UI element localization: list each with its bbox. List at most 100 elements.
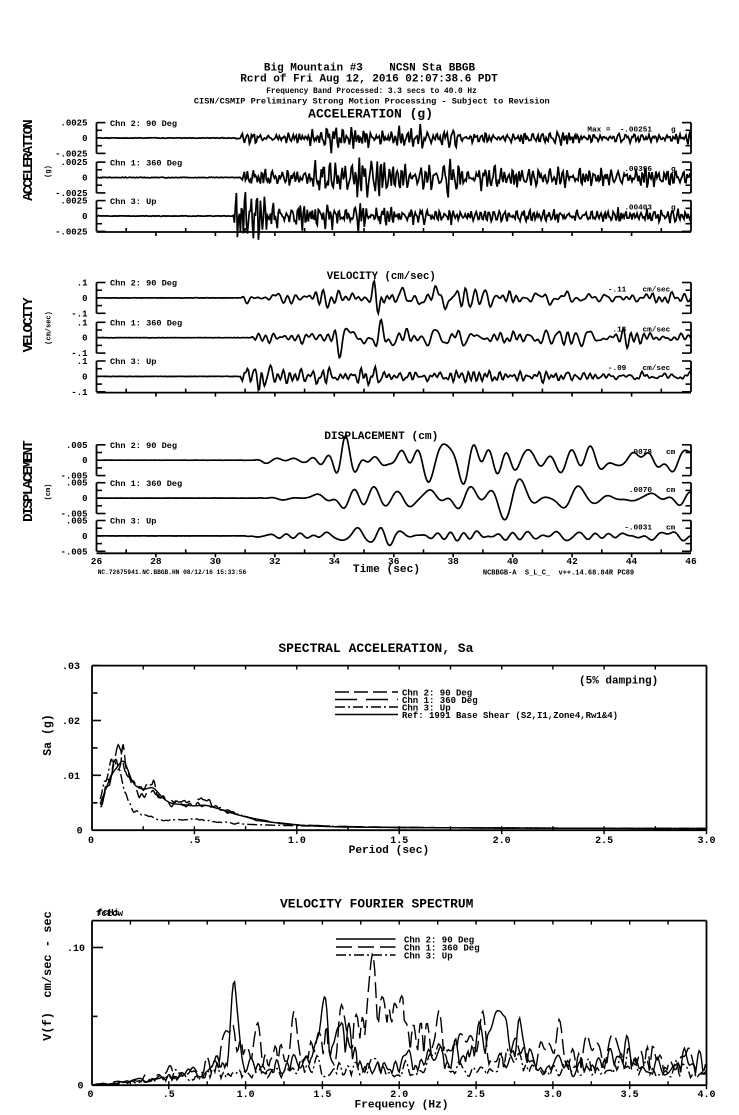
- svg-text:SPECTRAL ACCELERATION, Sa: SPECTRAL ACCELERATION, Sa: [278, 641, 473, 656]
- svg-text:-.005: -.005: [60, 472, 87, 482]
- svg-text:-.0025: -.0025: [55, 189, 87, 199]
- svg-text:fcHi: fcHi: [98, 908, 120, 918]
- svg-text:Chn 3: Up: Chn 3: Up: [110, 517, 156, 527]
- svg-text:(g): (g): [45, 165, 53, 178]
- svg-text:NCBBGB-A S_L_C_ v++.14.68.84: NCBBGB-A S_L_C_ v++.14.68.84R PC89: [483, 570, 634, 578]
- svg-text:26: 26: [91, 556, 103, 567]
- svg-text:0: 0: [77, 1082, 83, 1093]
- svg-text:Chn 1: 360 Deg: Chn 1: 360 Deg: [110, 158, 182, 168]
- svg-text:-.0031: -.0031: [624, 525, 652, 533]
- svg-text:Chn 1: 360 Deg: Chn 1: 360 Deg: [404, 944, 480, 954]
- svg-text:.0025: .0025: [60, 197, 87, 207]
- svg-text:Sa (g): Sa (g): [42, 714, 55, 755]
- svg-text:1.5: 1.5: [390, 836, 408, 847]
- svg-text:-.005: -.005: [60, 510, 87, 520]
- svg-text:g: g: [671, 127, 676, 135]
- svg-text:.03: .03: [62, 662, 80, 673]
- svg-text:Time (sec): Time (sec): [353, 564, 420, 576]
- svg-text:1.0: 1.0: [237, 1090, 255, 1101]
- svg-text:-.11: -.11: [608, 287, 627, 295]
- svg-text:ACCELERATION: ACCELERATION: [21, 120, 37, 201]
- svg-text:-.005: -.005: [60, 547, 87, 557]
- svg-text:Max = -.00251: Max = -.00251: [587, 127, 652, 135]
- svg-text:38: 38: [447, 556, 459, 567]
- svg-text:.5: .5: [188, 836, 200, 847]
- svg-text:VELOCITY FOURIER SPECTRUM: VELOCITY FOURIER SPECTRUM: [280, 897, 474, 912]
- svg-text:Chn 2: 90 Deg: Chn 2: 90 Deg: [402, 689, 472, 699]
- svg-text:30: 30: [210, 556, 222, 567]
- svg-text:2.5: 2.5: [595, 836, 613, 847]
- svg-text:(cm): (cm): [45, 484, 53, 501]
- svg-text:cm: cm: [666, 525, 676, 533]
- svg-text:1.5: 1.5: [313, 1090, 331, 1101]
- svg-text:46: 46: [685, 556, 697, 567]
- svg-text:42: 42: [566, 556, 578, 567]
- svg-text:.00403: .00403: [624, 205, 652, 213]
- svg-text:.005: .005: [66, 441, 88, 451]
- svg-text:.005: .005: [66, 479, 88, 489]
- svg-text:Chn 3: Up: Chn 3: Up: [110, 197, 156, 207]
- svg-text:.10: .10: [67, 944, 85, 955]
- svg-text:0: 0: [88, 836, 94, 847]
- svg-text:0: 0: [82, 294, 87, 304]
- svg-text:NC.72675941.NC.BBGB.HN 08/12/1: NC.72675941.NC.BBGB.HN 08/12/16 15:33:56: [98, 569, 247, 576]
- svg-text:g: g: [671, 166, 676, 174]
- svg-text:0: 0: [82, 372, 87, 382]
- svg-text:Chn 1: 360 Deg: Chn 1: 360 Deg: [402, 696, 478, 706]
- svg-text:cm/sec: cm/sec: [643, 365, 671, 373]
- svg-text:.0025: .0025: [60, 158, 87, 168]
- svg-text:0: 0: [82, 134, 87, 144]
- svg-text:0: 0: [82, 456, 87, 466]
- svg-text:cm: cm: [666, 487, 676, 495]
- svg-text:-.0025: -.0025: [55, 227, 87, 237]
- svg-text:2.0: 2.0: [390, 1090, 408, 1101]
- svg-text:34: 34: [329, 556, 341, 567]
- svg-text:Chn 3: Up: Chn 3: Up: [110, 357, 156, 367]
- svg-text:Chn 2: 90 Deg: Chn 2: 90 Deg: [404, 936, 474, 946]
- svg-text:0: 0: [77, 827, 83, 838]
- svg-text:44: 44: [626, 556, 638, 567]
- svg-text:.1: .1: [77, 357, 88, 367]
- svg-text:ACCELERATION (g): ACCELERATION (g): [308, 107, 433, 122]
- svg-text:-.1: -.1: [71, 309, 88, 319]
- svg-text:0: 0: [82, 532, 87, 542]
- svg-text:Chn 3: Up: Chn 3: Up: [404, 952, 453, 962]
- svg-text:3.5: 3.5: [621, 1090, 639, 1101]
- svg-text:Chn 1: 360 Deg: Chn 1: 360 Deg: [110, 479, 182, 489]
- svg-text:(5% damping): (5% damping): [579, 676, 658, 688]
- svg-text:28: 28: [150, 556, 162, 567]
- svg-text:g: g: [671, 205, 676, 213]
- svg-text:0: 0: [82, 334, 87, 344]
- svg-text:-.1: -.1: [71, 388, 88, 398]
- svg-text:40: 40: [507, 556, 519, 567]
- svg-text:Chn 2: 90 Deg: Chn 2: 90 Deg: [110, 119, 177, 129]
- svg-text:.00396: .00396: [624, 166, 652, 174]
- svg-text:cm/sec: cm/sec: [643, 326, 671, 334]
- svg-text:0: 0: [82, 494, 87, 504]
- svg-text:-.09: -.09: [608, 365, 627, 373]
- svg-text:-.0025: -.0025: [55, 149, 87, 159]
- svg-text:1.0: 1.0: [288, 836, 306, 847]
- svg-text:Ref: 1991 Base Shear (S2,I1,Zo: Ref: 1991 Base Shear (S2,I1,Zone4,Rw1&4): [402, 711, 618, 721]
- svg-text:DISPLACEMENT (cm): DISPLACEMENT (cm): [324, 431, 438, 443]
- svg-text:Frequency Band Processed: 3.3: Frequency Band Processed: 3.3 secs to 40…: [266, 88, 477, 96]
- svg-text:.13: .13: [612, 326, 626, 334]
- svg-text:Big Mountain #3 NCSN Sta BB: Big Mountain #3 NCSN Sta BBGB: [264, 63, 476, 75]
- svg-text:.02: .02: [62, 717, 80, 728]
- svg-text:fcLow: fcLow: [96, 909, 124, 919]
- svg-text:2.5: 2.5: [467, 1090, 485, 1101]
- svg-text:0: 0: [87, 1090, 93, 1101]
- svg-text:.01: .01: [62, 772, 80, 783]
- svg-text:Period (sec): Period (sec): [349, 845, 430, 857]
- svg-text:36: 36: [388, 556, 400, 567]
- svg-text:.1: .1: [77, 318, 88, 328]
- svg-text:DISPLACEMENT: DISPLACEMENT: [21, 441, 37, 522]
- svg-text:cm/sec: cm/sec: [643, 287, 671, 295]
- svg-text:.005: .005: [66, 517, 88, 527]
- svg-text:.0025: .0025: [60, 119, 87, 129]
- svg-text:32: 32: [269, 556, 281, 567]
- svg-text:(cm/sec): (cm/sec): [46, 311, 54, 345]
- svg-text:3.0: 3.0: [697, 836, 715, 847]
- svg-text:VELOCITY (cm/sec): VELOCITY (cm/sec): [327, 271, 436, 283]
- svg-text:.1: .1: [77, 279, 88, 289]
